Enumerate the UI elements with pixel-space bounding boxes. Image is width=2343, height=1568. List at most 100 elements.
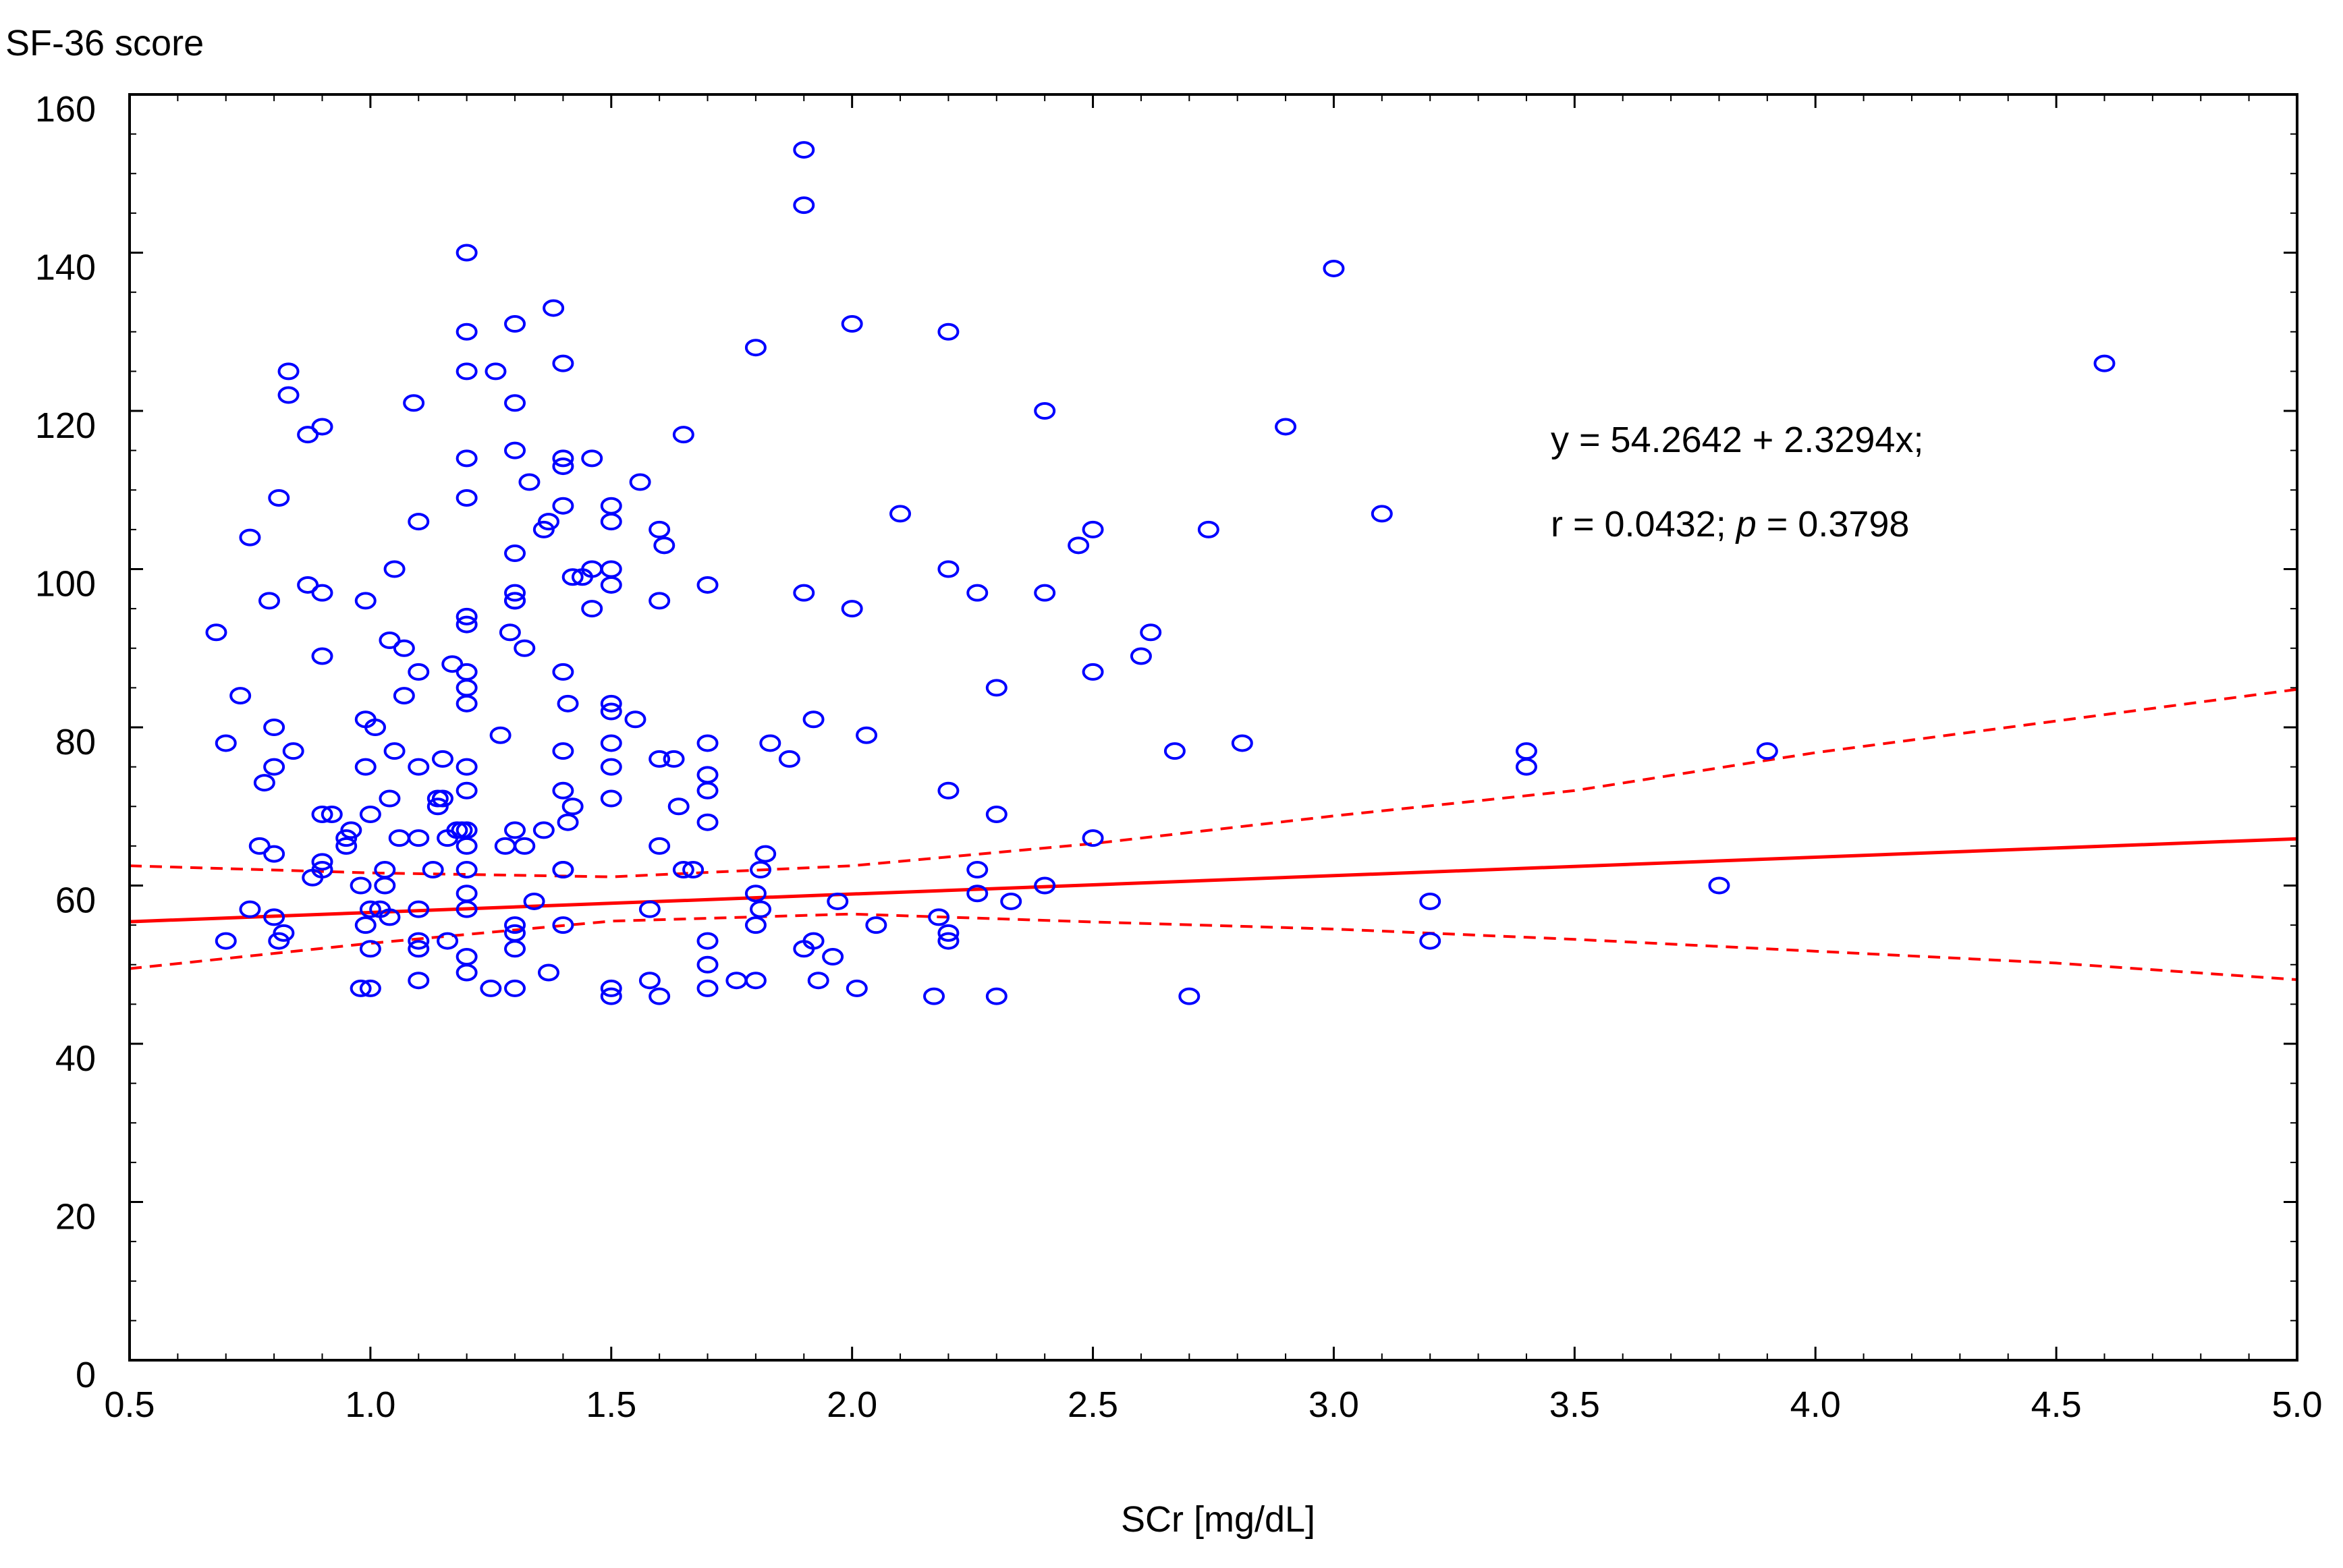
data-point [865, 916, 887, 934]
data-point [504, 979, 526, 997]
data-point [504, 441, 526, 459]
data-point [1082, 520, 1104, 538]
correlation-r: r = 0.0432; [1551, 504, 1736, 544]
data-point [374, 876, 396, 895]
data-point [744, 916, 767, 934]
y-tick-label: 140 [35, 248, 96, 288]
data-point [215, 734, 237, 752]
data-point [1163, 742, 1186, 760]
x-tick-label: 2.5 [1068, 1384, 1118, 1425]
data-point [456, 488, 478, 507]
data-point [393, 639, 415, 657]
data-point [1756, 742, 1778, 760]
y-tick-label: 80 [55, 722, 96, 762]
data-point [557, 813, 579, 831]
data-point [379, 789, 401, 808]
data-point [802, 710, 825, 729]
data-point [239, 900, 261, 918]
data-point [311, 418, 333, 436]
y-tick-label: 0 [76, 1355, 96, 1395]
data-point [1140, 623, 1162, 642]
data-point [239, 528, 261, 547]
data-point [696, 734, 719, 752]
data-point [552, 449, 574, 468]
data-point [456, 837, 478, 855]
data-point [263, 845, 285, 863]
data-point [354, 758, 377, 776]
data-point [1231, 734, 1253, 752]
data-point [793, 141, 815, 159]
data-point [581, 449, 603, 468]
data-point [600, 513, 622, 531]
data-point [696, 813, 719, 831]
data-point [649, 837, 671, 855]
data-point [456, 607, 478, 625]
data-point [696, 576, 719, 594]
data-point [532, 821, 555, 839]
data-point [638, 972, 661, 990]
data-point [807, 972, 829, 990]
data-point [744, 339, 767, 357]
data-point [408, 932, 430, 950]
data-point [456, 323, 478, 341]
data-point [557, 694, 579, 712]
data-point [663, 750, 685, 768]
data-point [311, 861, 333, 879]
data-point [600, 702, 622, 721]
data-point [754, 845, 777, 863]
data-point [379, 908, 401, 926]
data-point [1323, 259, 1345, 277]
data-point [600, 987, 622, 1005]
data-point [431, 789, 453, 808]
data-point [456, 449, 478, 468]
data-point [354, 916, 377, 934]
data-point [841, 600, 863, 618]
data-point [1082, 663, 1104, 681]
data-point [846, 979, 868, 997]
data-point [985, 679, 1008, 697]
data-point [359, 979, 381, 997]
p-symbol: p [1735, 504, 1757, 544]
data-point [1708, 876, 1730, 895]
data-point [311, 584, 333, 602]
data-point [504, 315, 526, 333]
data-point [649, 592, 671, 610]
data-point [499, 623, 521, 642]
data-point [552, 457, 574, 476]
x-tick-label: 2.0 [827, 1384, 877, 1425]
data-point [297, 426, 319, 444]
data-point [321, 805, 343, 823]
data-point [985, 805, 1008, 823]
confidence-band [129, 688, 2298, 982]
x-tick-label: 0.5 [104, 1384, 155, 1425]
data-point [561, 568, 584, 586]
data-point [928, 908, 950, 926]
data-point [537, 513, 559, 531]
data-point [552, 354, 574, 372]
data-point [456, 362, 478, 381]
data-point [504, 821, 526, 839]
data-point [1178, 987, 1201, 1005]
data-point [793, 584, 815, 602]
data-point [408, 513, 430, 531]
data-point [422, 861, 444, 879]
data-point [966, 584, 989, 602]
data-point [403, 394, 425, 412]
regression-line-group [129, 837, 2298, 924]
data-point [672, 861, 694, 879]
data-point [485, 362, 507, 381]
data-point [1515, 758, 1537, 776]
data-point [1068, 536, 1090, 555]
data-point [489, 726, 512, 744]
data-point [937, 560, 960, 578]
data-point [937, 932, 960, 950]
data-point [629, 473, 651, 491]
confidence-band-lower [129, 912, 2298, 982]
data-point [537, 963, 559, 982]
data-point [600, 979, 622, 997]
data-point [1419, 892, 1441, 910]
data-point [552, 497, 574, 515]
x-tick-label: 1.0 [345, 1384, 395, 1425]
data-point [311, 647, 333, 665]
